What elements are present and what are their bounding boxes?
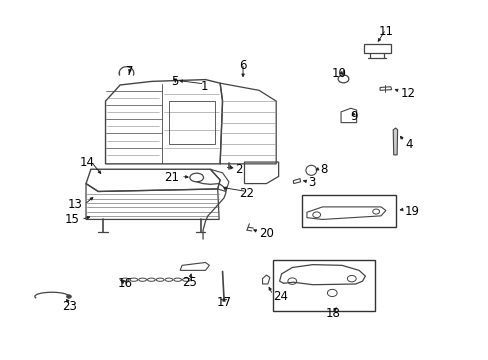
Text: 11: 11 xyxy=(378,25,393,38)
Text: 24: 24 xyxy=(272,290,287,303)
Text: 18: 18 xyxy=(325,307,340,320)
Text: 2: 2 xyxy=(234,163,242,176)
Circle shape xyxy=(66,295,71,298)
Text: 4: 4 xyxy=(405,138,412,150)
Text: 7: 7 xyxy=(126,65,133,78)
Text: 5: 5 xyxy=(171,75,179,88)
Text: 15: 15 xyxy=(65,213,80,226)
Text: 10: 10 xyxy=(331,67,346,80)
Text: 12: 12 xyxy=(400,87,415,100)
Text: 3: 3 xyxy=(307,176,315,189)
Bar xyxy=(272,260,374,311)
Text: 1: 1 xyxy=(201,80,208,93)
Text: 19: 19 xyxy=(404,205,419,218)
Polygon shape xyxy=(392,128,397,155)
Bar xyxy=(302,195,395,226)
Text: 6: 6 xyxy=(239,59,246,72)
Text: 20: 20 xyxy=(259,226,273,239)
Text: 21: 21 xyxy=(163,171,178,184)
Text: 23: 23 xyxy=(62,300,77,313)
Text: 14: 14 xyxy=(80,156,95,169)
Text: 22: 22 xyxy=(239,187,254,200)
Text: 9: 9 xyxy=(350,110,357,123)
Text: 17: 17 xyxy=(216,296,231,309)
Text: 25: 25 xyxy=(182,276,197,289)
Text: 16: 16 xyxy=(118,278,132,291)
Text: 8: 8 xyxy=(320,163,327,176)
Text: 13: 13 xyxy=(68,198,82,211)
